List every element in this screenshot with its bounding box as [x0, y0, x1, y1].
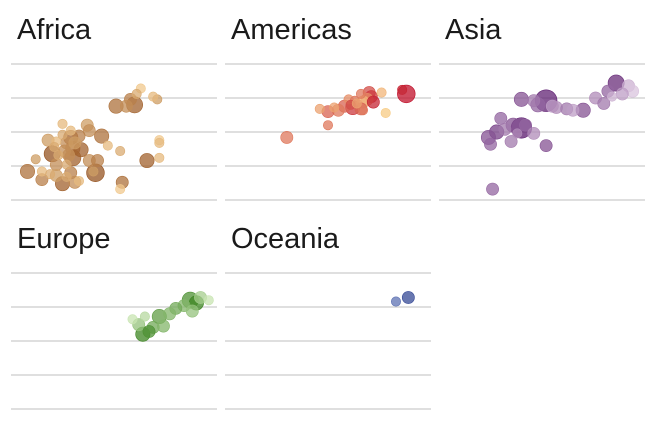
data-point [607, 91, 618, 102]
data-point [527, 94, 541, 108]
data-point [62, 148, 76, 162]
data-point [376, 87, 387, 98]
facet-africa: Africa [11, 14, 217, 201]
data-point [91, 154, 104, 167]
data-point [615, 87, 629, 101]
data-point [390, 296, 401, 307]
data-point [82, 124, 96, 138]
data-point [139, 153, 155, 169]
data-point [157, 319, 170, 333]
data-point [154, 152, 165, 163]
facet-asia: Asia [439, 14, 645, 201]
data-point [139, 311, 150, 322]
data-point [597, 97, 611, 110]
data-point [131, 88, 142, 99]
data-point [65, 125, 76, 136]
facet-title-asia: Asia [445, 14, 502, 46]
facet-americas: Americas [225, 14, 431, 201]
data-point [57, 129, 68, 140]
facet-title-africa: Africa [17, 14, 92, 46]
data-point [366, 95, 380, 109]
data-point [513, 91, 529, 107]
data-point [142, 325, 156, 338]
data-point [355, 88, 366, 99]
data-point [512, 128, 523, 139]
data-point [154, 137, 165, 148]
data-point [115, 184, 126, 195]
data-point [380, 107, 391, 118]
data-point [539, 139, 553, 153]
data-point [203, 295, 214, 306]
data-point [57, 118, 68, 129]
data-point [61, 171, 72, 182]
data-point [498, 122, 512, 136]
data-point [484, 137, 497, 151]
data-point [504, 135, 518, 148]
data-point [30, 154, 41, 165]
data-point [527, 126, 541, 140]
facet-title-europe: Europe [17, 223, 111, 255]
data-point [61, 159, 72, 170]
data-point [94, 128, 110, 144]
facet-oceania: Oceania [225, 223, 431, 410]
data-point [280, 131, 294, 144]
data-point [119, 99, 133, 113]
data-point [68, 136, 82, 150]
data-point [314, 103, 325, 114]
facet-europe: Europe [11, 223, 217, 410]
data-point [115, 146, 126, 157]
data-point [351, 98, 362, 109]
data-point [45, 169, 56, 180]
data-point [322, 120, 333, 131]
data-point [566, 103, 580, 117]
data-point [163, 307, 177, 321]
data-point [49, 158, 63, 172]
facet-title-americas: Americas [231, 14, 352, 46]
data-point [49, 141, 60, 152]
data-point [397, 84, 408, 95]
data-point [102, 140, 113, 151]
data-point [519, 118, 532, 132]
data-point [127, 314, 138, 325]
data-point [19, 163, 35, 179]
data-point [401, 291, 415, 304]
data-point [88, 166, 99, 177]
data-point [486, 182, 499, 196]
data-point [53, 150, 64, 161]
data-point [329, 102, 340, 113]
data-point [494, 111, 508, 125]
data-point [73, 175, 84, 186]
facet-title-oceania: Oceania [231, 223, 340, 255]
data-point [358, 105, 369, 116]
data-point [185, 304, 199, 318]
data-point [148, 91, 159, 102]
